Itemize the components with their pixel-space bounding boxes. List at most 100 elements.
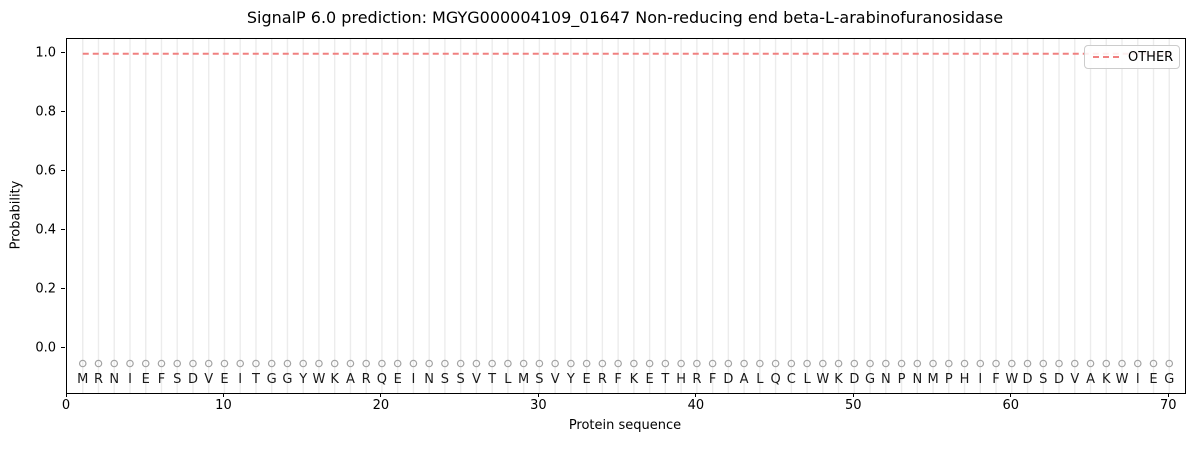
residue-marker — [740, 359, 748, 368]
y-tick-mark — [61, 347, 65, 349]
residue-marker — [409, 359, 418, 368]
residue-marker — [456, 359, 465, 368]
residue-marker — [110, 359, 119, 368]
legend: OTHER — [1084, 45, 1180, 69]
residue-letter: I — [238, 372, 242, 387]
residue-marker — [1070, 359, 1079, 368]
residue-marker — [897, 359, 906, 368]
residue-letter: P — [898, 372, 906, 387]
residue-marker — [346, 359, 355, 368]
residue-letter: T — [251, 372, 260, 387]
residue-letter: N — [109, 372, 119, 387]
residue-letter: I — [412, 372, 416, 387]
residue-marker — [992, 359, 1000, 368]
residue-letter: S — [535, 372, 543, 387]
residue-marker — [189, 359, 197, 368]
y-tick-mark — [61, 111, 65, 113]
residue-letter: G — [282, 372, 292, 387]
residue-letter: A — [740, 372, 749, 387]
residue-letter: F — [709, 372, 716, 387]
residue-marker — [173, 359, 182, 368]
residue-marker — [614, 359, 622, 368]
residue-marker — [582, 359, 591, 368]
residue-marker — [78, 359, 87, 368]
residue-marker — [819, 359, 827, 368]
x-tick-label: 60 — [1002, 398, 1020, 413]
residue-marker — [472, 359, 481, 368]
residue-letter: M — [518, 372, 529, 387]
residue-marker — [567, 359, 575, 368]
y-tick-mark — [61, 170, 65, 172]
residue-marker — [441, 359, 449, 368]
residue-marker — [1039, 359, 1048, 368]
residue-letter: F — [992, 372, 999, 387]
residue-letter: F — [614, 372, 621, 387]
residue-letter: N — [912, 372, 922, 387]
residue-marker — [299, 359, 307, 368]
x-tick-label: 70 — [1159, 398, 1177, 413]
residue-marker — [283, 359, 292, 368]
x-tick-mark — [537, 393, 539, 397]
residue-letter: F — [158, 372, 165, 387]
residue-letter: T — [487, 372, 496, 387]
residue-letter: W — [1116, 372, 1129, 387]
residue-marker — [866, 359, 874, 368]
y-axis-label: Probability — [8, 180, 24, 250]
residue-marker — [1118, 359, 1126, 368]
x-axis-label: Protein sequence — [568, 418, 682, 433]
residue-letter: Q — [770, 372, 780, 387]
residue-marker — [960, 359, 969, 368]
residue-letter: Q — [377, 372, 387, 387]
residue-marker — [141, 359, 150, 368]
residue-letter: V — [472, 372, 481, 387]
residue-letter: E — [583, 372, 591, 387]
residue-letter: K — [834, 372, 843, 387]
residue-marker — [488, 359, 496, 368]
residue-letter: S — [457, 372, 465, 387]
x-tick-mark — [1167, 393, 1169, 397]
residue-marker — [630, 359, 638, 368]
residue-marker — [976, 359, 985, 368]
residue-letter: E — [394, 372, 402, 387]
residue-letter: P — [945, 372, 953, 387]
residue-marker — [756, 359, 764, 368]
residue-letter: D — [849, 372, 859, 387]
x-tick-mark — [222, 393, 224, 397]
residue-letter: I — [1136, 372, 1140, 387]
residue-marker — [913, 359, 922, 368]
x-tick-mark — [695, 393, 697, 397]
residue-letter: V — [1070, 372, 1079, 387]
residue-marker — [1133, 359, 1142, 368]
residue-marker — [236, 359, 245, 368]
residue-marker — [551, 359, 559, 368]
residue-marker — [1007, 359, 1016, 368]
residue-marker — [157, 359, 166, 368]
residue-marker — [252, 359, 260, 368]
residue-marker — [803, 359, 811, 368]
residue-letter: W — [816, 372, 829, 387]
residue-letter: D — [1023, 372, 1033, 387]
residue-marker — [330, 359, 339, 368]
residue-letter: H — [676, 372, 686, 387]
y-tick-label: 1.0 — [35, 45, 56, 61]
residue-letter: K — [1102, 372, 1111, 387]
residue-letter: C — [787, 372, 796, 387]
y-tick-label: 0.6 — [35, 163, 56, 179]
residue-letter: E — [646, 372, 654, 387]
residue-marker — [504, 359, 512, 368]
residue-marker — [945, 359, 953, 368]
residue-marker — [708, 359, 717, 368]
residue-letter: Y — [566, 372, 575, 387]
y-tick-mark — [61, 229, 65, 231]
y-tick-label: 0.8 — [35, 104, 56, 120]
x-tick-label: 10 — [215, 398, 232, 413]
residue-marker — [1165, 359, 1174, 368]
residue-letter: G — [267, 372, 277, 387]
y-tick-mark — [61, 52, 65, 54]
x-tick-mark — [852, 393, 854, 397]
residue-marker — [598, 359, 607, 368]
x-tick-label: 0 — [61, 398, 71, 413]
